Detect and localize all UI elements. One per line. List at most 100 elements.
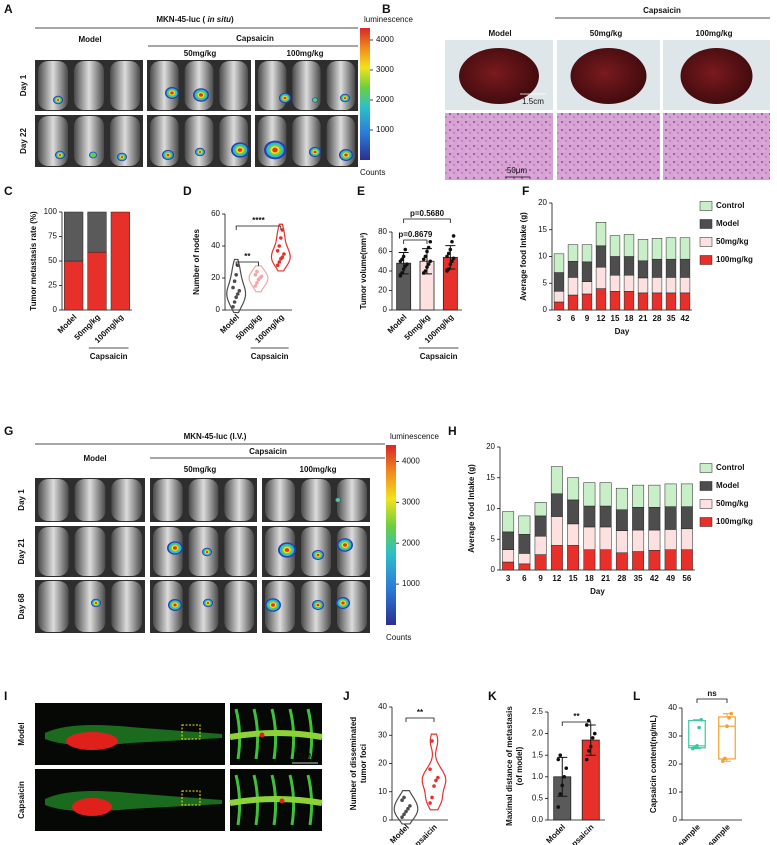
panel-label: J	[343, 689, 350, 703]
signal	[94, 601, 98, 605]
data-point	[699, 717, 703, 722]
mouse	[265, 479, 295, 521]
panel-label: B	[382, 2, 391, 16]
zoom-trunk	[229, 796, 323, 806]
mouse	[326, 61, 355, 110]
data-point	[255, 269, 259, 274]
mouse	[74, 61, 104, 110]
panel-label: D	[183, 184, 192, 198]
legend-swatch	[699, 499, 713, 509]
bar-segment	[518, 563, 531, 571]
colorbar-tick-label: 4000	[376, 35, 394, 44]
he-image	[557, 113, 660, 180]
bar-segment	[599, 526, 612, 550]
signal	[313, 98, 317, 102]
data-point	[588, 744, 593, 749]
panel-label: H	[448, 424, 457, 438]
bar-segment	[567, 244, 579, 262]
bar-segment	[583, 526, 596, 550]
data-point	[282, 252, 286, 256]
signal	[56, 98, 60, 102]
violin	[270, 223, 291, 272]
mouse	[38, 116, 68, 166]
bar-segment	[632, 484, 645, 508]
colorbar-unit: Counts	[360, 168, 385, 177]
bar-segment	[651, 277, 663, 294]
data-point	[400, 257, 404, 262]
data-point	[558, 792, 563, 796]
group-label: Model	[488, 29, 511, 38]
row-label: Day 21	[17, 538, 26, 564]
bar-segment	[553, 301, 565, 311]
y-tick-label: 20	[486, 442, 495, 451]
y-tick-label: 60	[211, 209, 220, 218]
data-point	[436, 775, 440, 780]
mouse	[292, 61, 321, 110]
bar-segment	[87, 251, 107, 311]
mouse	[38, 581, 69, 632]
group-label: Capsaicin	[420, 352, 458, 361]
bar-segment	[581, 244, 593, 263]
group-label: Capsaicin	[643, 6, 681, 15]
data-point	[277, 260, 282, 264]
bar-segment	[567, 261, 579, 278]
data-point	[400, 798, 404, 803]
x-tick-label: 56	[682, 574, 691, 583]
bar-segment	[534, 502, 547, 517]
row-label: Day 68	[17, 593, 26, 619]
mouse	[337, 527, 367, 576]
bar-segment	[550, 516, 563, 546]
significance-bracket	[405, 717, 435, 722]
y-axis-label: Maximal distance of metastasis	[505, 706, 514, 826]
bar-segment	[567, 477, 580, 501]
legend-label: Model	[716, 481, 739, 490]
data-point	[279, 236, 283, 240]
legend-swatch	[699, 219, 713, 229]
data-point	[428, 259, 433, 264]
signal	[336, 498, 340, 502]
data-point	[445, 254, 449, 259]
bar-segment	[623, 291, 635, 311]
data-point	[590, 736, 595, 740]
zoom-box	[181, 724, 201, 740]
group-label: Capsaicin	[249, 447, 287, 456]
y-tick-label: 20	[211, 273, 220, 282]
x-tick-label: 15	[569, 574, 578, 583]
data-point	[451, 256, 456, 261]
data-point	[408, 804, 412, 808]
mouse	[337, 479, 367, 521]
mouse	[184, 61, 214, 110]
bar-segment	[583, 505, 596, 528]
panel-label: I	[4, 689, 7, 703]
signal	[58, 153, 62, 157]
data-point	[253, 273, 258, 277]
y-tick-label: 0	[491, 565, 496, 574]
bar-segment	[648, 484, 661, 508]
bar-segment	[609, 274, 621, 292]
x-tick-label: 9	[538, 574, 543, 583]
panel-label: E	[357, 184, 365, 198]
legend-label: 100mg/kg	[716, 255, 753, 264]
mouse	[224, 479, 254, 521]
legend-swatch	[699, 237, 713, 247]
signal	[237, 148, 243, 152]
signal	[166, 153, 170, 157]
data-point	[232, 279, 237, 284]
bar-segment	[679, 237, 691, 260]
bar-segment	[648, 550, 661, 571]
bar-segment	[665, 258, 677, 278]
legend-label: Control	[716, 201, 744, 210]
signal	[343, 96, 347, 100]
y-tick-label: 20	[378, 759, 387, 768]
error-bar	[557, 756, 568, 797]
data-point	[398, 274, 403, 278]
bar-segment	[110, 211, 130, 311]
data-point	[405, 262, 409, 266]
y-tick-label: 0	[383, 305, 388, 314]
significance-bracket	[403, 239, 428, 244]
tumor-focus	[279, 798, 285, 804]
x-tick-label: 28	[653, 314, 662, 323]
data-point	[406, 806, 410, 811]
mouse	[301, 479, 331, 521]
